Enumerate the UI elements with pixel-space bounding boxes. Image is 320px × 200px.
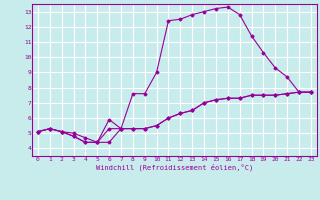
X-axis label: Windchill (Refroidissement éolien,°C): Windchill (Refroidissement éolien,°C) (96, 163, 253, 171)
